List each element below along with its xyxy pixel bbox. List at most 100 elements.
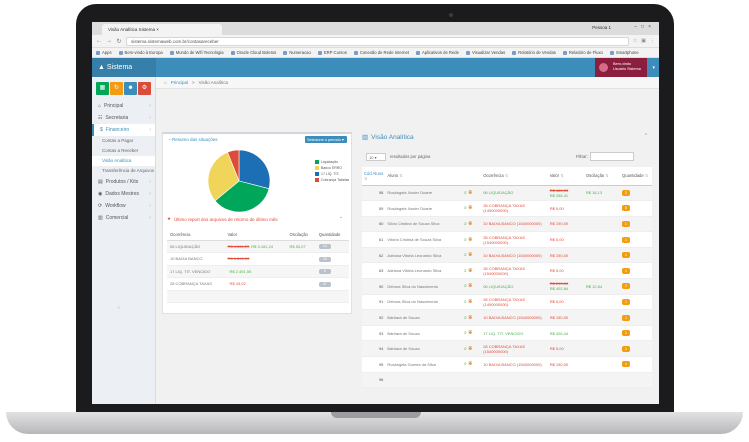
sort-icon[interactable]: ⇅ <box>604 173 609 179</box>
search-icon[interactable]: ⌕ <box>464 361 467 368</box>
eye-icon[interactable]: ◉ <box>466 283 473 290</box>
extension-icon[interactable]: ▣ <box>641 38 646 44</box>
sort-icon[interactable]: ⇅ <box>398 173 403 179</box>
app-logo[interactable]: ▲ Sistema <box>92 58 156 77</box>
window-user[interactable]: Pessoa 1 <box>592 25 611 30</box>
column-header[interactable]: Valor ⇅ <box>547 167 584 186</box>
column-header[interactable]: Cód Aluno ⇅ <box>362 167 386 186</box>
sort-icon[interactable]: ⇅ <box>364 175 368 181</box>
search-icon[interactable]: ⌕ <box>464 252 467 259</box>
column-header[interactable]: Oscilação <box>286 230 316 241</box>
column-header[interactable] <box>462 167 482 186</box>
collapse-chevron-icon[interactable]: ⌃ <box>339 216 343 221</box>
sidebar-item[interactable]: ⟳ Workflow ‹ <box>92 200 155 212</box>
student-name-cell: Adriana Vitória Leonardo Silva <box>385 247 463 264</box>
bookmark-item[interactable]: Aplicativos de Rede <box>415 50 459 55</box>
submenu-item[interactable]: Contas a Pagar <box>102 138 134 143</box>
bookmark-item[interactable]: Visualizar Vendas <box>465 50 505 55</box>
search-icon[interactable]: ⌕ <box>464 283 467 290</box>
eye-icon[interactable]: ◉ <box>466 220 473 227</box>
submenu-item[interactable]: Transferência de Arquivos <box>102 168 155 173</box>
sort-icon[interactable]: ⇅ <box>559 173 564 179</box>
bookmark-item[interactable]: Apps <box>96 50 112 55</box>
gear-icon[interactable]: ⚙ <box>138 82 151 95</box>
users-icon[interactable]: ☻ <box>124 82 137 95</box>
eye-icon[interactable]: ◉ <box>466 236 473 243</box>
actions-cell: ⌕ ◉ <box>462 325 482 342</box>
search-icon[interactable]: ⌕ <box>464 189 467 196</box>
bookmark-item[interactable]: Conexão de Rede Internet <box>353 50 409 55</box>
column-header-label: Valor <box>549 173 560 179</box>
bookmark-item[interactable]: Oracle Cloud Boletos <box>230 50 276 55</box>
filter-input[interactable] <box>590 152 634 161</box>
browser-tab[interactable]: Visão Analítica Sistema × <box>102 24 222 35</box>
eye-icon[interactable]: ◉ <box>466 345 473 352</box>
breadcrumb-home[interactable]: Principal <box>170 80 188 85</box>
bookmark-item[interactable]: Relatório de Fluxo <box>562 50 603 55</box>
new-value: R$ 2.491,55 <box>229 268 252 274</box>
reload-icon[interactable]: ↻ <box>116 38 122 45</box>
eye-icon[interactable]: ◉ <box>466 189 473 196</box>
chevron-down-icon[interactable]: ▾ <box>652 65 655 71</box>
sidebar-item[interactable]: $ Financeiro ‹ <box>92 124 155 136</box>
column-header[interactable]: Ocorrência ⇅ <box>481 167 548 186</box>
bookmark-item[interactable]: Bem-vindo à Europa <box>118 50 163 55</box>
bar-chart-icon[interactable]: ▦ <box>96 82 109 95</box>
submenu-item[interactable]: Contas a Receber <box>102 148 139 153</box>
student-name-cell: Bárbara de Souza <box>385 309 463 326</box>
search-icon[interactable]: ⌕ <box>464 236 467 243</box>
bookmark-item[interactable]: Relatório de Vendas <box>512 50 556 55</box>
user-menu[interactable]: Bem-vindo Usuário Sistema ▾ <box>595 58 655 77</box>
sort-icon[interactable]: ⇅ <box>643 173 649 179</box>
sidebar-item[interactable]: ⌂ Principal ‹ <box>92 100 155 112</box>
eye-icon[interactable]: ◉ <box>466 330 473 337</box>
search-icon[interactable]: ⌕ <box>464 345 467 352</box>
bookmark-item[interactable]: ERP Cursos <box>317 50 347 55</box>
column-header[interactable]: Oscilação ⇅ <box>583 167 621 186</box>
page-length-select[interactable]: 10 ▾ <box>366 153 386 161</box>
search-icon[interactable]: ⌕ <box>464 220 467 227</box>
bookmark-icon <box>415 50 420 55</box>
search-icon[interactable]: ⌕ <box>464 267 467 274</box>
back-icon[interactable]: ← <box>96 38 102 44</box>
column-header[interactable]: Aluno ⇅ <box>385 167 463 186</box>
sidebar-item[interactable]: ▤ Produtos / Kits ‹ <box>92 176 155 188</box>
column-header[interactable]: Valor <box>224 230 287 241</box>
column-header[interactable]: Quantidade ⇅ <box>620 167 652 186</box>
eye-icon[interactable]: ◉ <box>466 298 473 305</box>
bookmark-item[interactable]: Numeracao <box>283 50 311 55</box>
collapse-chevron-icon[interactable]: ⌃ <box>643 133 648 139</box>
quantity-badge: 1 <box>622 252 631 259</box>
search-icon[interactable]: ⌕ <box>464 298 467 305</box>
search-icon[interactable]: ⌕ <box>464 205 467 212</box>
eye-icon[interactable]: ◉ <box>466 267 473 274</box>
occurrence-text: 28 COBRANÇA TAXAS <box>483 203 526 209</box>
window-controls[interactable]: –□× <box>634 24 655 30</box>
search-icon[interactable]: ⌕ <box>464 330 467 337</box>
eye-icon[interactable]: ◉ <box>466 314 473 321</box>
period-select[interactable]: Selecione o período ▾ <box>305 136 347 143</box>
refresh-icon[interactable]: ↻ <box>110 82 123 95</box>
column-header[interactable]: Quantidade <box>315 230 349 241</box>
star-icon[interactable]: ☆ <box>632 38 638 44</box>
menu-icon[interactable]: ⋮ <box>650 38 655 44</box>
eye-icon[interactable]: ◉ <box>466 252 473 259</box>
sidebar-item[interactable]: ☷ Secretaria ‹ <box>92 112 155 124</box>
oscillation-cell: R$ 53,27 <box>286 240 316 253</box>
address-input[interactable]: sistema.sistemaweb.com.br/contasareceber <box>126 36 629 46</box>
eye-icon[interactable]: ◉ <box>466 205 473 212</box>
sidebar-item[interactable]: ◉ Dados Mestres ‹ <box>92 188 155 200</box>
column-header[interactable]: Ocorrência <box>167 230 225 241</box>
sort-icon[interactable]: ⇅ <box>503 173 509 179</box>
bookmark-item[interactable]: Smartphone <box>609 50 639 55</box>
submenu-item[interactable]: Visão Analítica <box>92 156 155 166</box>
menu-toggle-icon[interactable]: ▲ <box>98 64 105 71</box>
student-id-cell: 96 <box>362 372 386 389</box>
forward-icon[interactable]: → <box>106 38 112 44</box>
sidebar-item[interactable]: ▥ Comercial ‹ <box>92 212 155 224</box>
eye-icon[interactable]: ◉ <box>466 361 473 368</box>
bookmark-item[interactable]: Mundo de Wifi Tecnologia <box>169 50 224 55</box>
table-row: 62 Adriana Vitória Leonardo Silva ⌕ ◉ 10 BA… <box>362 247 652 264</box>
collapse-icon[interactable]: ‹ <box>118 305 120 311</box>
search-icon[interactable]: ⌕ <box>464 314 467 321</box>
